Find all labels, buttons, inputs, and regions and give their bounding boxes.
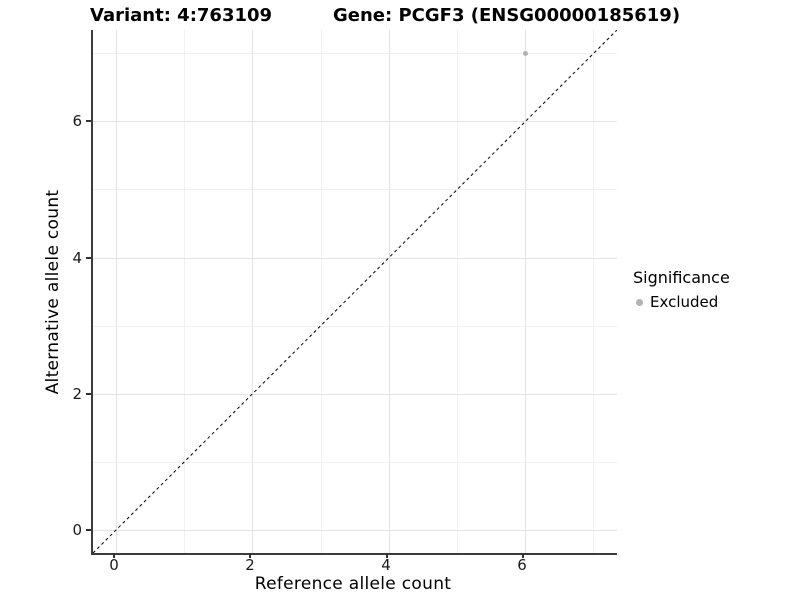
y-tick-label-0: 0 <box>72 521 82 539</box>
y-tick-mark-6 <box>86 120 91 122</box>
identity-line <box>93 30 617 553</box>
y-tick-mark-0 <box>86 529 91 531</box>
gridline-y-major-0 <box>93 530 617 531</box>
x-tick-label-6: 6 <box>517 556 527 574</box>
legend: Significance Excluded <box>631 268 730 311</box>
gridline-x-minor-7 <box>593 30 594 553</box>
plot-title-gene: Gene: PCGF3 (ENSG00000185619) <box>333 5 681 26</box>
y-axis-title-text: Alternative allele count <box>43 189 63 394</box>
legend-title: Significance <box>633 268 730 287</box>
plot-panel <box>91 30 617 555</box>
y-axis-title: Alternative allele count <box>43 30 63 553</box>
data-point-excluded-6-7 <box>523 51 528 56</box>
gridline-y-minor-7 <box>93 53 617 54</box>
legend-item-excluded: Excluded <box>631 293 730 311</box>
gridline-y-major-4 <box>93 258 617 259</box>
x-tick-label-0: 0 <box>109 556 119 574</box>
x-tick-mark-2 <box>249 553 251 558</box>
x-tick-mark-0 <box>113 553 115 558</box>
plot-title-variant: Variant: 4:763109 <box>90 5 273 26</box>
gridline-y-minor-5 <box>93 189 617 190</box>
x-tick-label-4: 4 <box>381 556 391 574</box>
gridline-x-minor-5 <box>457 30 458 553</box>
gridline-x-major-6 <box>525 30 526 553</box>
x-tick-mark-6 <box>522 553 524 558</box>
gridline-x-minor-1 <box>184 30 185 553</box>
legend-item-label: Excluded <box>650 293 719 311</box>
x-tick-label-2: 2 <box>245 556 255 574</box>
gridline-y-major-2 <box>93 394 617 395</box>
y-tick-label-6: 6 <box>72 112 82 130</box>
circle-icon <box>636 298 643 306</box>
gridline-y-minor-1 <box>93 462 617 463</box>
y-tick-mark-2 <box>86 393 91 395</box>
gridline-y-major-6 <box>93 121 617 122</box>
gridline-x-major-2 <box>252 30 253 553</box>
x-tick-mark-4 <box>386 553 388 558</box>
gridline-y-minor-3 <box>93 326 617 327</box>
x-axis-title: Reference allele count <box>254 574 452 594</box>
y-tick-label-4: 4 <box>72 249 82 267</box>
gridline-x-minor-3 <box>321 30 322 553</box>
y-tick-label-2: 2 <box>72 385 82 403</box>
gridline-x-major-4 <box>389 30 390 553</box>
gridline-x-major-0 <box>116 30 117 553</box>
y-tick-mark-4 <box>86 257 91 259</box>
